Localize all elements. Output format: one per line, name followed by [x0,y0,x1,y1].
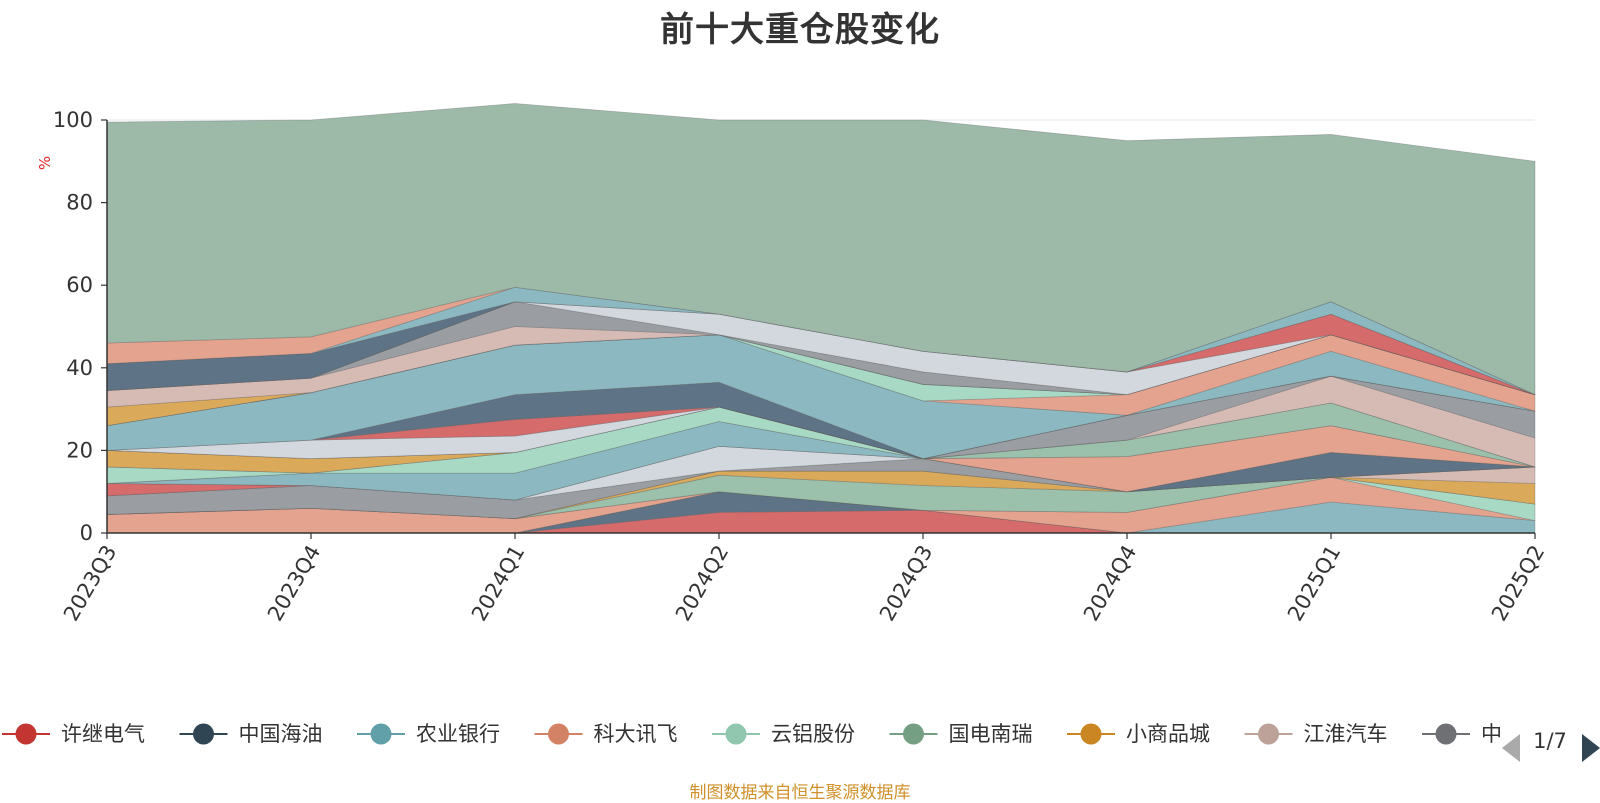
legend-label: 中国海油 [239,722,323,746]
legend-marker-icon [193,723,214,745]
y-tick-label: 80 [66,191,93,215]
area-series-group [106,103,1536,534]
legend-item[interactable]: 科大讯飞 [534,722,678,746]
legend-item[interactable]: 中 [1422,722,1502,746]
legend-item[interactable]: 江淮汽车 [1244,722,1388,746]
legend-pager[interactable]: 1/7 [1502,729,1600,762]
chart-title: 前十大重仓股变化 [660,10,940,50]
x-tick-label: 2023Q3 [59,541,121,625]
x-tick-label: 2023Q4 [263,541,325,625]
legend-marker-icon [725,723,747,745]
legend-label: 云铝股份 [771,722,855,746]
legend-label: 江淮汽车 [1304,722,1388,746]
y-axis-unit-label: % [36,156,54,170]
legend-next-icon[interactable] [1582,734,1600,762]
data-source-note: 制图数据来自恒生聚源数据库 [689,783,911,803]
legend-label: 国电南瑞 [949,722,1033,746]
legend-marker-icon [370,723,392,745]
legend-marker-icon [1435,723,1457,745]
legend-label: 农业银行 [416,722,500,746]
legend-item[interactable]: 国电南瑞 [889,722,1033,746]
legend-marker-icon [548,723,569,745]
x-tick-label: 2025Q2 [1487,541,1549,625]
legend-label: 科大讯飞 [594,722,678,746]
y-tick-label: 60 [66,273,93,297]
legend-page-indicator: 1/7 [1533,729,1567,753]
legend-item[interactable]: 云铝股份 [712,722,855,746]
x-tick-label: 2024Q1 [467,541,529,625]
legend-marker-icon [1080,723,1102,745]
y-tick-label: 20 [66,438,93,462]
area-series-34[interactable] [106,103,1536,396]
y-tick-label: 100 [53,108,93,132]
legend-label: 许继电气 [61,722,145,746]
legend-label: 小商品城 [1126,722,1210,746]
x-tick-label: 2025Q1 [1283,541,1345,625]
legend-marker-icon [1258,723,1279,745]
y-tick-label: 0 [80,521,93,545]
legend-label: 中 [1481,722,1502,746]
legend[interactable]: 许继电气 中国海油 农业银行 科大讯飞 云铝股份 国电南瑞 小商品城 江淮汽车 中 [2,722,1502,746]
x-tick-label: 2024Q2 [671,541,733,625]
legend-item[interactable]: 农业银行 [357,722,500,746]
legend-prev-icon[interactable] [1502,734,1520,762]
legend-item[interactable]: 小商品城 [1067,722,1210,746]
legend-marker-icon [903,723,924,745]
legend-item[interactable]: 许继电气 [2,722,145,746]
legend-marker-icon [15,723,37,745]
y-tick-label: 40 [66,356,93,380]
x-tick-label: 2024Q3 [875,541,937,625]
x-tick-label: 2024Q4 [1079,541,1141,625]
area-series-31[interactable] [106,301,1536,396]
legend-item[interactable]: 中国海油 [179,722,323,746]
